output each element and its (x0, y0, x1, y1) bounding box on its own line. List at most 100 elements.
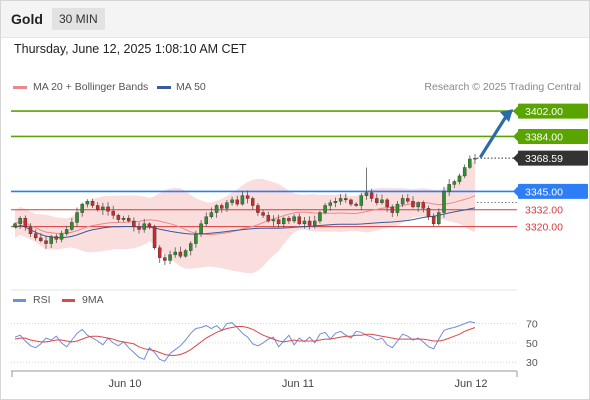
candle-body (49, 236, 53, 244)
x-tick-label-1: Jun 11 (282, 378, 314, 390)
level-label-3320.00: 3320.00 (525, 222, 563, 234)
candle-78 (416, 201, 420, 212)
candle-70 (375, 193, 379, 206)
level-tag-pointer (513, 106, 518, 117)
candle-body (328, 202, 333, 206)
candle-42 (230, 196, 234, 206)
legend-rsi-ma: 9MA (82, 294, 104, 306)
rsi-tick-50: 50 (526, 338, 538, 350)
candle-body (101, 206, 105, 210)
candle-body (33, 233, 38, 239)
candle-40 (219, 203, 224, 213)
candle-body (95, 205, 100, 210)
timeframe-button[interactable]: 30 MIN (52, 8, 105, 30)
candle-body (106, 206, 110, 212)
candle-14 (85, 199, 90, 208)
level-tag-3384.00 (518, 128, 588, 144)
candle-49 (266, 211, 271, 223)
rsi-line (14, 321, 476, 362)
candle-89 (473, 153, 477, 164)
rsi-swatch (13, 299, 26, 302)
candle-16 (95, 202, 100, 212)
candle-10 (64, 225, 69, 236)
candle-25 (142, 218, 146, 233)
candle-body (152, 226, 157, 248)
candle-body (54, 236, 59, 240)
candle-body (75, 212, 79, 223)
rsi-ma-line (14, 326, 476, 356)
candle-73 (390, 204, 395, 218)
candle-88 (468, 155, 472, 169)
candle-21 (121, 215, 126, 222)
candle-body (147, 223, 152, 227)
candle-body (307, 220, 312, 226)
forecast-arrow-head (500, 109, 513, 123)
candle-body (168, 254, 172, 261)
candle-body (214, 205, 219, 213)
candle-5 (39, 233, 43, 243)
candle-body (219, 205, 224, 209)
candle-body (256, 205, 260, 213)
rsi-ma-swatch (62, 299, 75, 302)
legend-rsi: RSI (33, 294, 51, 306)
candle-29 (163, 254, 167, 265)
candle-18 (106, 202, 110, 216)
candle-body (90, 201, 95, 206)
candle-body (457, 175, 462, 182)
candle-1 (18, 216, 22, 229)
candle-27 (152, 224, 157, 250)
candle-body (344, 198, 348, 201)
level-tag-3402.00 (518, 103, 588, 119)
candle-body (163, 257, 167, 261)
candle-53 (287, 216, 291, 224)
candle-body (292, 216, 296, 222)
candle-32 (178, 246, 183, 259)
candle-body (406, 198, 410, 202)
candle-body (318, 212, 322, 222)
candle-body (13, 223, 17, 227)
candle-61 (328, 199, 333, 211)
candle-87 (462, 164, 467, 179)
candle-48 (261, 209, 265, 218)
candle-body (111, 210, 115, 216)
x-tick-label-0: Jun 10 (108, 378, 141, 390)
candle-body (116, 215, 121, 220)
candle-54 (292, 214, 296, 224)
candle-35 (194, 230, 198, 248)
candle-60 (323, 203, 327, 215)
candle-43 (235, 195, 239, 207)
candle-45 (245, 190, 250, 204)
level-tag-3345.00 (518, 183, 588, 199)
candle-body (261, 212, 265, 216)
x-tick-label-2: Jun 12 (454, 378, 487, 390)
candle-body (369, 192, 374, 199)
candle-body (442, 191, 446, 213)
candle-body (297, 216, 302, 225)
candle-39 (214, 204, 219, 218)
candle-58 (313, 215, 317, 229)
candle-body (421, 202, 426, 209)
candle-body (142, 223, 146, 230)
candle-71 (380, 194, 384, 205)
candle-body (287, 217, 291, 222)
candle-body (282, 217, 286, 225)
candle-body (39, 237, 43, 241)
candle-body (251, 198, 255, 206)
candle-body (338, 198, 343, 202)
candle-51 (276, 214, 281, 229)
candle-body (126, 217, 131, 222)
candle-6 (44, 235, 48, 249)
candle-body (178, 251, 183, 257)
candle-body (349, 199, 353, 205)
candle-83 (442, 186, 446, 218)
candle-body (240, 195, 245, 205)
candle-body (18, 217, 22, 225)
candle-body (276, 219, 281, 225)
candle-body (59, 233, 64, 240)
candle-67 (359, 192, 364, 211)
candle-86 (457, 173, 462, 185)
candle-33 (183, 248, 188, 258)
candle-body (266, 215, 271, 222)
